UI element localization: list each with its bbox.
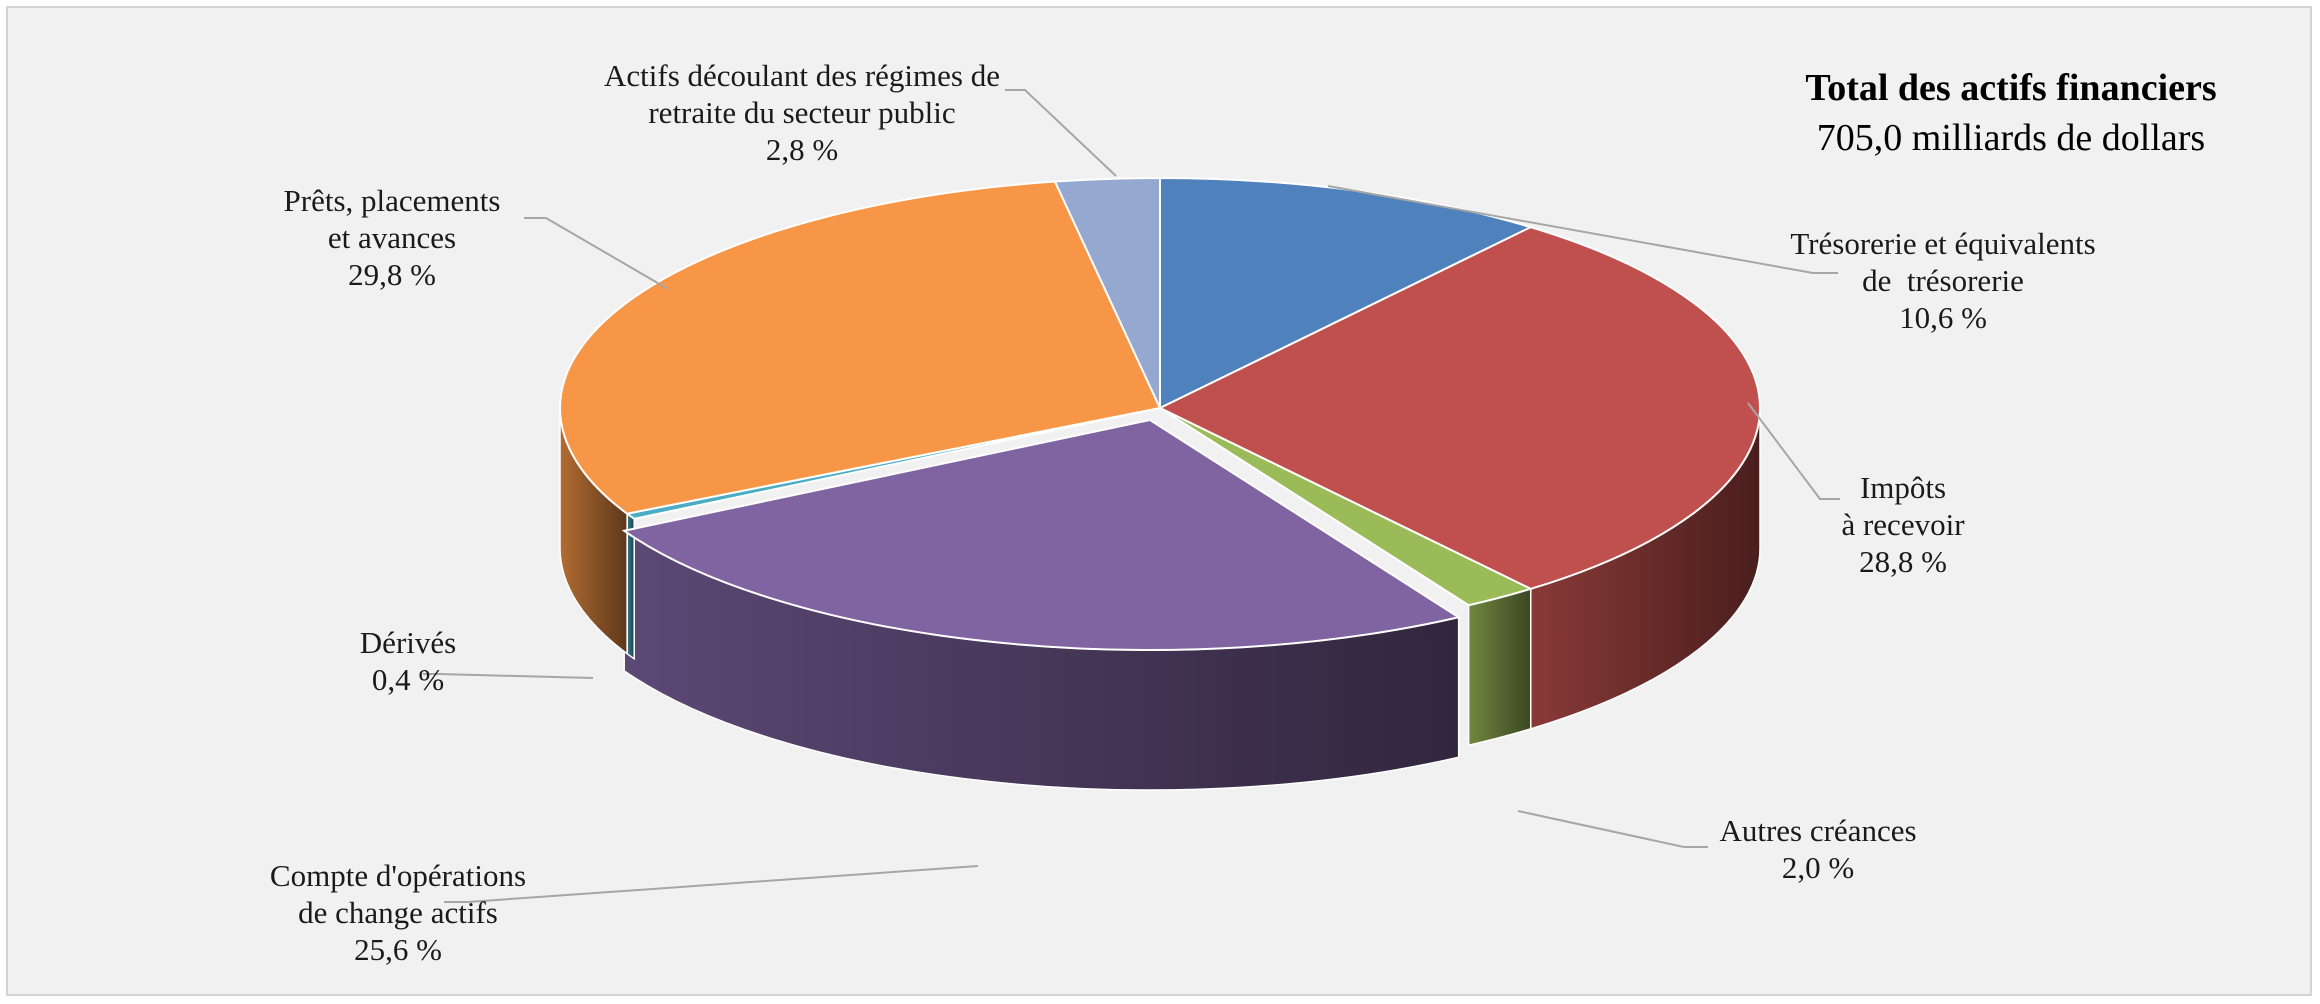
slice-name-label-0-1: de trésorerie bbox=[1862, 263, 2024, 298]
leader-line-6 bbox=[1005, 89, 1117, 177]
slice-name-label-1-0: Impôts bbox=[1860, 470, 1946, 505]
leader-line-0 bbox=[1327, 185, 1838, 274]
slice-name-label-4-0: Dérivés bbox=[360, 625, 456, 660]
slice-name-label-6-1: retraite du secteur public bbox=[648, 95, 955, 130]
slice-name-label-6-0: Actifs découlant des régimes de bbox=[604, 58, 1000, 93]
slice-value-label-0: 10,6 % bbox=[1899, 300, 1987, 335]
leader-line-2 bbox=[1517, 810, 1708, 848]
pie-slice-3 bbox=[621, 418, 1462, 651]
slice-name-label-2-0: Autres créances bbox=[1719, 813, 1916, 848]
slice-name-label-3-0: Compte d'opérations bbox=[270, 858, 526, 893]
slice-name-label-1-1: à recevoir bbox=[1841, 507, 1965, 542]
chart-title: Total des actifs financiers bbox=[1805, 67, 2216, 109]
slice-value-label-2: 2,0 % bbox=[1782, 850, 1854, 885]
slice-value-label-1: 28,8 % bbox=[1859, 544, 1947, 579]
slice-value-label-6: 2,8 % bbox=[766, 132, 838, 167]
leader-line-4 bbox=[423, 673, 594, 679]
slice-value-label-3: 25,6 % bbox=[354, 932, 442, 967]
leader-line-1 bbox=[1747, 402, 1840, 500]
slice-name-label-5-1: et avances bbox=[328, 220, 456, 255]
pie-slice-6 bbox=[1053, 176, 1161, 409]
leader-lines bbox=[423, 89, 1840, 903]
chart-frame: Trésorerie et équivalents de trésorerie 10… bbox=[6, 6, 2312, 996]
slice-name-label-0-0: Trésorerie et équivalents bbox=[1790, 226, 2095, 261]
pie-side-2 bbox=[1467, 587, 1532, 747]
chart-subtitle: 705,0 milliards de dollars bbox=[1817, 117, 2205, 159]
pie-slice-5 bbox=[559, 180, 1162, 515]
leader-line-5 bbox=[524, 217, 669, 290]
leader-line-3 bbox=[444, 865, 979, 903]
pie-slice-1 bbox=[1157, 226, 1762, 590]
slice-value-label-4: 0,4 % bbox=[372, 662, 444, 697]
pie-tops bbox=[559, 176, 1762, 651]
pie-sides bbox=[559, 407, 1761, 791]
slice-name-label-3-1: de change actifs bbox=[298, 895, 498, 930]
slice-value-label-5: 29,8 % bbox=[348, 257, 436, 292]
pie-slice-2 bbox=[1159, 407, 1534, 607]
slice-name-label-5-0: Prêts, placements bbox=[284, 183, 501, 218]
